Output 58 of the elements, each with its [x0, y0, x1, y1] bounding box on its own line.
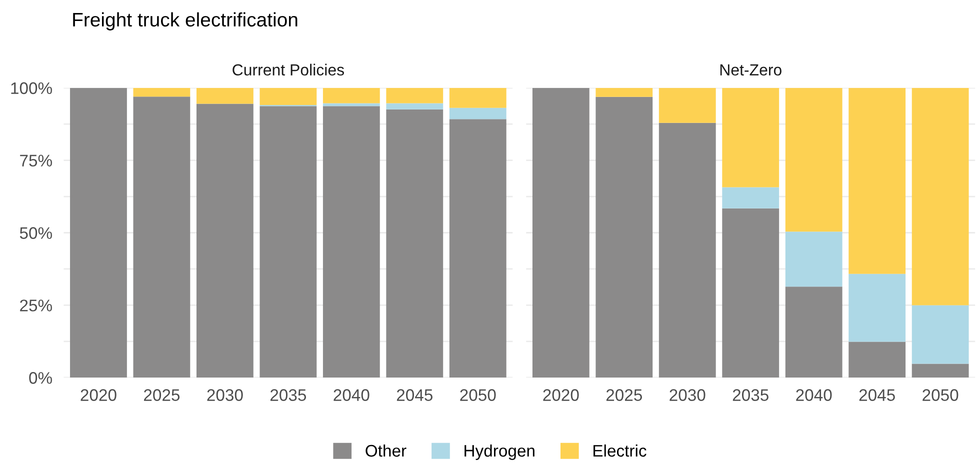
x-tick-label: 2040: [796, 389, 832, 401]
bar: [322, 103, 380, 106]
bar: [196, 104, 254, 378]
x-tick-label: 2030: [670, 389, 706, 401]
bar: [785, 286, 842, 378]
bar: [449, 88, 506, 108]
bar: [658, 122, 716, 378]
bar: [848, 274, 906, 342]
bar: [848, 88, 906, 274]
y-tick-label: 50%: [20, 227, 52, 239]
bar: [322, 106, 380, 378]
x-tick-label: 2025: [606, 389, 642, 401]
x-tick-label: 2025: [144, 389, 180, 401]
bar: [449, 108, 506, 120]
bar: [196, 88, 254, 104]
y-tick-label: 0%: [29, 372, 52, 384]
bar: [658, 88, 716, 123]
bar: [386, 109, 444, 378]
bar: [70, 88, 127, 378]
bar: [386, 88, 444, 104]
bar: [133, 96, 190, 378]
x-tick-label: 2045: [859, 389, 895, 401]
bar: [912, 88, 969, 306]
chart-title: Freight truck electrification: [73, 12, 298, 30]
y-tick-label: 75%: [20, 154, 52, 167]
x-tick-label: 2030: [207, 389, 243, 401]
legend-label: Hydrogen: [464, 444, 534, 460]
bar: [260, 106, 317, 378]
bar: [785, 88, 842, 232]
bar: [912, 364, 969, 378]
bar: [596, 88, 653, 97]
x-tick-label: 2035: [270, 389, 306, 401]
bar: [386, 103, 444, 110]
bar: [722, 208, 780, 378]
chart-subtitle: Current Policies: [232, 64, 344, 76]
legend-label: Other: [366, 444, 406, 457]
x-tick-label: 2020: [543, 389, 579, 401]
x-tick-label: 2045: [396, 389, 432, 401]
y-tick-label: 25%: [20, 300, 52, 312]
x-tick-label: 2035: [732, 389, 768, 401]
legend-label: Electric: [594, 444, 646, 457]
bar: [532, 88, 590, 378]
bar: [260, 88, 317, 105]
x-tick-label: 2040: [334, 389, 370, 401]
bar: [449, 119, 506, 378]
bar: [722, 88, 780, 188]
bar: [785, 232, 842, 287]
x-tick-label: 2020: [80, 389, 116, 401]
bar: [596, 96, 653, 378]
bar: [848, 342, 906, 378]
bar: [322, 88, 380, 104]
x-tick-label: 2050: [460, 389, 496, 401]
bar: [133, 88, 190, 97]
bar: [912, 305, 969, 364]
y-tick-label: 100%: [11, 82, 52, 94]
chart-subtitle: Net-Zero: [720, 64, 782, 76]
x-tick-label: 2050: [922, 389, 958, 401]
bar: [722, 187, 780, 208]
